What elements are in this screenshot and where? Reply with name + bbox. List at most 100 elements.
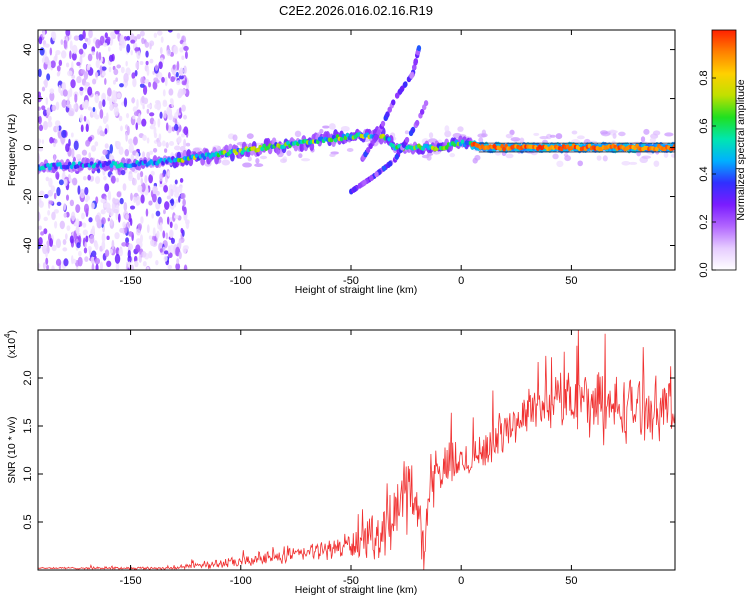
spectrogram-speckle bbox=[110, 175, 116, 184]
spectrogram-speckle bbox=[91, 250, 97, 258]
spectrogram-speckle bbox=[192, 147, 201, 153]
spectrogram-speckle bbox=[151, 213, 155, 219]
spectrogram-speckle bbox=[102, 149, 108, 156]
spectrogram-speckle bbox=[612, 132, 617, 139]
spectrogram-speckle bbox=[58, 179, 64, 186]
spectrogram-speckle bbox=[125, 213, 129, 221]
spectrogram-speckle bbox=[179, 185, 183, 194]
spectrogram-speckle bbox=[94, 93, 99, 104]
spectrogram-ridge-core bbox=[58, 162, 62, 167]
spectrogram-speckle bbox=[66, 225, 71, 232]
spectrogram-xlabel: Height of straight line (km) bbox=[295, 284, 418, 296]
spectrogram-speckle bbox=[158, 61, 163, 70]
spectrogram-speckle bbox=[83, 203, 89, 214]
spectrogram-speckle bbox=[48, 177, 53, 188]
spectrogram-speckle bbox=[510, 137, 521, 142]
spectrogram-speckle bbox=[134, 260, 139, 268]
spectrogram-speckle bbox=[109, 97, 113, 107]
spectrogram-speckle bbox=[38, 124, 44, 132]
spectrogram-speckle bbox=[92, 106, 96, 113]
spectrogram-speckle bbox=[128, 143, 134, 154]
spectrogram-speckle bbox=[641, 155, 652, 159]
spectrogram-speckle bbox=[38, 262, 41, 269]
spectrogram-upper-branch bbox=[416, 45, 422, 52]
spectrogram-speckle bbox=[119, 227, 125, 233]
spectrogram-speckle bbox=[286, 150, 292, 157]
spectrogram-speckle bbox=[259, 155, 268, 160]
spectrogram-speckle bbox=[56, 186, 61, 197]
spectrogram-speckle bbox=[83, 247, 88, 254]
spectrogram-xtick-label: 0 bbox=[458, 275, 464, 287]
spectrogram-upper-branch bbox=[376, 129, 382, 136]
spectrogram-speckle bbox=[163, 184, 168, 193]
spectrogram-speckle bbox=[161, 76, 165, 83]
spectrogram-speckle bbox=[102, 42, 108, 47]
spectrogram-speckle bbox=[108, 54, 114, 62]
spectrogram-ytick-label: 40 bbox=[22, 43, 34, 55]
spectrogram-speckle bbox=[133, 136, 138, 146]
spectrogram-speckle bbox=[130, 264, 135, 270]
spectrogram-speckle bbox=[555, 133, 563, 140]
spectrogram-marks bbox=[38, 30, 675, 270]
spectrogram-speckle bbox=[90, 175, 95, 182]
spectrogram-speckle bbox=[167, 252, 173, 259]
spectrogram-upper-branch bbox=[385, 111, 390, 118]
spectrogram-ridge-core bbox=[444, 145, 449, 150]
spectrogram-speckle bbox=[60, 90, 64, 97]
spectrogram-speckle bbox=[119, 34, 125, 45]
spectrogram-speckle bbox=[50, 185, 55, 193]
spectrogram-speckle bbox=[61, 99, 67, 108]
spectrogram-speckle bbox=[38, 211, 41, 222]
spectrogram-speckle bbox=[55, 238, 62, 249]
spectrogram-speckle bbox=[505, 133, 513, 139]
spectrogram-speckle bbox=[112, 79, 116, 85]
spectrogram-speckle bbox=[176, 60, 180, 71]
spectrogram-speckle bbox=[73, 103, 77, 110]
snr-xlabel: Height of straight line (km) bbox=[295, 584, 418, 596]
spectrogram-speckle bbox=[158, 181, 163, 188]
spectrogram-speckle bbox=[181, 104, 186, 112]
spectrogram-upper-branch bbox=[380, 120, 386, 127]
spectrogram-speckle bbox=[101, 240, 106, 251]
spectrogram-speckle bbox=[185, 142, 191, 147]
spectrogram-frame bbox=[37, 29, 676, 271]
spectrogram-speckle bbox=[62, 238, 67, 246]
spectrogram-speckle bbox=[68, 110, 74, 117]
spectrogram-speckle bbox=[153, 32, 158, 39]
spectrogram-speckle bbox=[127, 261, 131, 269]
spectrogram-speckle bbox=[101, 232, 106, 243]
spectrogram-speckle bbox=[104, 128, 108, 135]
spectrogram-speckle bbox=[132, 77, 137, 88]
spectrogram-ridge-core bbox=[387, 137, 391, 142]
spectrogram-speckle bbox=[111, 239, 115, 250]
spectrogram-speckle bbox=[152, 227, 156, 237]
spectrogram-speckle bbox=[46, 107, 51, 116]
spectrogram-speckle bbox=[161, 140, 166, 147]
spectrogram-speckle bbox=[49, 47, 53, 56]
spectrogram-speckle bbox=[69, 87, 73, 98]
spectrogram-speckle bbox=[329, 153, 336, 157]
spectrogram-speckle bbox=[643, 128, 650, 135]
spectrogram-speckle bbox=[90, 202, 95, 210]
spectrogram-speckle bbox=[38, 106, 42, 111]
spectrogram-speckle bbox=[65, 62, 70, 68]
spectrogram-speckle bbox=[101, 66, 107, 71]
spectrogram-speckle bbox=[81, 149, 88, 156]
spectrogram-speckle bbox=[119, 44, 123, 52]
spectrogram-ytick-label: -40 bbox=[22, 238, 34, 254]
spectrogram-speckle bbox=[56, 71, 61, 77]
spectrogram-ytick-label: 20 bbox=[22, 92, 34, 104]
spectrogram-ridge-core bbox=[222, 150, 227, 155]
spectrogram-speckle bbox=[51, 104, 57, 112]
spectrogram-speckle bbox=[169, 230, 174, 238]
spectrogram-speckle bbox=[136, 34, 141, 40]
spectrogram-speckle bbox=[170, 188, 174, 197]
spectrogram-speckle bbox=[156, 141, 162, 148]
spectrogram-speckle bbox=[181, 55, 185, 61]
spectrogram-speckle bbox=[159, 47, 163, 55]
spectrogram-speckle bbox=[136, 172, 141, 181]
spectrogram-speckle bbox=[94, 141, 99, 147]
spectrogram-speckle bbox=[95, 71, 99, 78]
spectrogram-speckle bbox=[652, 130, 661, 136]
spectrogram-speckle bbox=[41, 244, 47, 249]
